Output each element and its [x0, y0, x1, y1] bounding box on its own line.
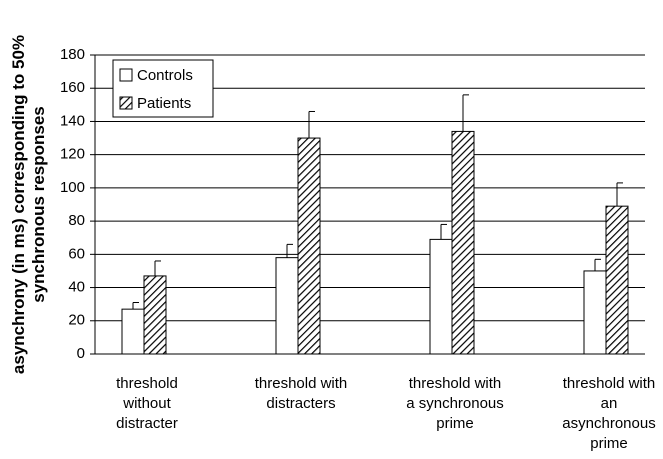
bar — [121, 308, 145, 355]
y-tick-label: 40 — [68, 279, 85, 296]
legend-swatch — [119, 96, 133, 110]
x-tick-label: distracters — [266, 395, 335, 412]
y-axis-title-line: asynchrony (in ms) corresponding to 50% — [9, 35, 28, 374]
x-tick-label: threshold — [116, 375, 178, 392]
y-tick-label: 80 — [68, 212, 85, 229]
x-tick-label: prime — [436, 415, 474, 432]
x-tick-label: a synchronous — [406, 395, 504, 412]
bar — [297, 137, 321, 355]
y-tick-label: 20 — [68, 312, 85, 329]
x-tick-label: threshold with — [255, 375, 348, 392]
bar — [605, 205, 629, 355]
x-tick-label: distracter — [116, 415, 178, 432]
y-tick-label: 160 — [60, 79, 85, 96]
bar — [143, 275, 167, 355]
y-axis-title: asynchrony (in ms) corresponding to 50%s… — [9, 35, 48, 374]
y-tick-label: 0 — [77, 345, 85, 362]
x-tick-label: threshold with — [563, 375, 656, 392]
y-tick-label: 120 — [60, 146, 85, 163]
y-axis-title-line: synchronous responses — [29, 106, 48, 303]
y-tick-label: 180 — [60, 46, 85, 63]
x-tick-label: without — [122, 395, 171, 412]
x-tick-label: asynchronous — [562, 415, 655, 432]
legend-label: Patients — [137, 95, 191, 112]
bar — [583, 270, 607, 355]
y-tick-label: 100 — [60, 179, 85, 196]
x-tick-label: threshold with — [409, 375, 502, 392]
bar — [275, 257, 299, 355]
y-tick-label: 140 — [60, 112, 85, 129]
y-tick-label: 60 — [68, 245, 85, 262]
legend-label: Controls — [137, 67, 193, 84]
x-tick-label: prime — [590, 435, 628, 452]
bar — [429, 238, 453, 355]
bar — [451, 130, 475, 355]
x-tick-label: an — [601, 395, 618, 412]
legend-swatch — [119, 68, 133, 82]
